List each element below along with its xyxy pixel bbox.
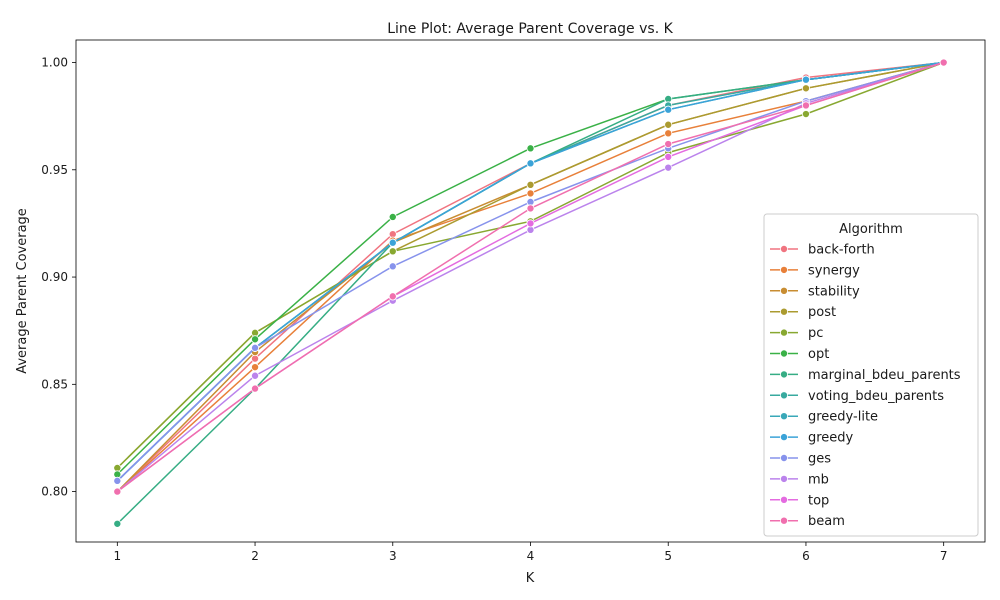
data-point	[664, 129, 673, 138]
data-point	[388, 238, 397, 247]
data-point	[388, 212, 397, 221]
data-point	[664, 163, 673, 172]
data-point	[939, 58, 948, 67]
legend-swatch-marker	[780, 286, 789, 295]
data-point	[801, 101, 810, 110]
data-point	[801, 75, 810, 84]
y-tick-label: 0.95	[41, 163, 68, 177]
legend-item: greedy	[770, 431, 854, 446]
legend-swatch-marker	[780, 265, 789, 274]
legend-item: pc	[770, 326, 823, 341]
legend-label: greedy-lite	[808, 410, 878, 425]
legend-box	[763, 213, 979, 537]
legend-swatch-marker	[780, 433, 789, 442]
data-point	[664, 140, 673, 149]
y-tick-label: 0.85	[41, 377, 68, 391]
x-tick-label: 2	[251, 549, 259, 563]
legend-title: Algorithm	[839, 222, 903, 237]
legend-swatch-marker	[780, 349, 789, 358]
legend-label: marginal_bdeu_parents	[808, 368, 961, 383]
data-point	[113, 476, 122, 485]
legend-swatch-marker	[780, 391, 789, 400]
data-point	[664, 120, 673, 129]
x-tick-label: 6	[802, 549, 810, 563]
x-axis-label: K	[526, 571, 535, 586]
legend-item: marginal_bdeu_parents	[770, 368, 961, 383]
legend-item: stability	[770, 284, 860, 299]
legend-item: beam	[770, 514, 845, 529]
data-point	[388, 247, 397, 256]
plot-lines	[113, 58, 948, 528]
data-point	[664, 152, 673, 161]
legend-label: post	[808, 305, 836, 320]
legend-label: mb	[808, 472, 829, 487]
legend-item: synergy	[770, 263, 860, 278]
legend-label: greedy	[808, 431, 854, 446]
legend-item: opt	[770, 347, 829, 362]
legend-swatch-marker	[780, 370, 789, 379]
legend-items: back-forth synergy stability post pc opt margi…	[770, 243, 961, 529]
legend-label: stability	[808, 284, 860, 299]
legend-label: beam	[808, 514, 845, 529]
legend-item: top	[770, 493, 829, 508]
legend-item: ges	[770, 452, 831, 467]
data-point	[113, 519, 122, 528]
legend: Algorithm back-forth synergy stability post…	[763, 213, 979, 537]
data-point	[526, 144, 535, 153]
legend-label: synergy	[808, 263, 860, 278]
series-beam	[113, 58, 948, 496]
x-axis: 1 2 3 4 5 6 7	[113, 542, 948, 563]
x-tick-label: 5	[664, 549, 672, 563]
x-tick-label: 7	[940, 549, 948, 563]
data-point	[388, 262, 397, 271]
legend-item: post	[770, 305, 836, 320]
data-point	[251, 335, 260, 344]
data-point	[251, 363, 260, 372]
legend-item: back-forth	[770, 243, 875, 258]
legend-label: back-forth	[808, 243, 875, 258]
legend-label: opt	[808, 347, 829, 362]
x-tick-label: 3	[389, 549, 397, 563]
data-point	[251, 371, 260, 380]
data-point	[801, 110, 810, 119]
legend-swatch-marker	[780, 453, 789, 462]
legend-item: voting_bdeu_parents	[770, 389, 944, 404]
y-tick-label: 0.90	[41, 270, 68, 284]
data-point	[113, 487, 122, 496]
data-point	[526, 180, 535, 189]
data-point	[664, 105, 673, 114]
chart-title: Line Plot: Average Parent Coverage vs. K	[387, 21, 673, 37]
legend-swatch-marker	[780, 474, 789, 483]
legend-item: mb	[770, 472, 829, 487]
y-axis: 0.80 0.85 0.90 0.95 1.00	[41, 56, 76, 499]
data-point	[526, 219, 535, 228]
legend-swatch-marker	[780, 307, 789, 316]
legend-swatch-marker	[780, 516, 789, 525]
y-tick-label: 0.80	[41, 485, 68, 499]
data-point	[526, 189, 535, 198]
legend-label: ges	[808, 452, 831, 467]
data-point	[251, 343, 260, 352]
legend-swatch-marker	[780, 244, 789, 253]
legend-label: pc	[808, 326, 823, 341]
data-point	[526, 204, 535, 213]
data-point	[526, 159, 535, 168]
legend-label: top	[808, 493, 829, 508]
legend-swatch-marker	[780, 412, 789, 421]
x-tick-label: 1	[113, 549, 121, 563]
y-axis-label: Average Parent Coverage	[15, 208, 30, 374]
x-tick-label: 4	[527, 549, 535, 563]
y-tick-label: 1.00	[41, 56, 68, 70]
legend-swatch-marker	[780, 328, 789, 337]
data-point	[251, 384, 260, 393]
legend-item: greedy-lite	[770, 410, 878, 425]
legend-label: voting_bdeu_parents	[808, 389, 944, 404]
legend-swatch-marker	[780, 495, 789, 504]
data-point	[388, 292, 397, 301]
data-point	[801, 84, 810, 93]
